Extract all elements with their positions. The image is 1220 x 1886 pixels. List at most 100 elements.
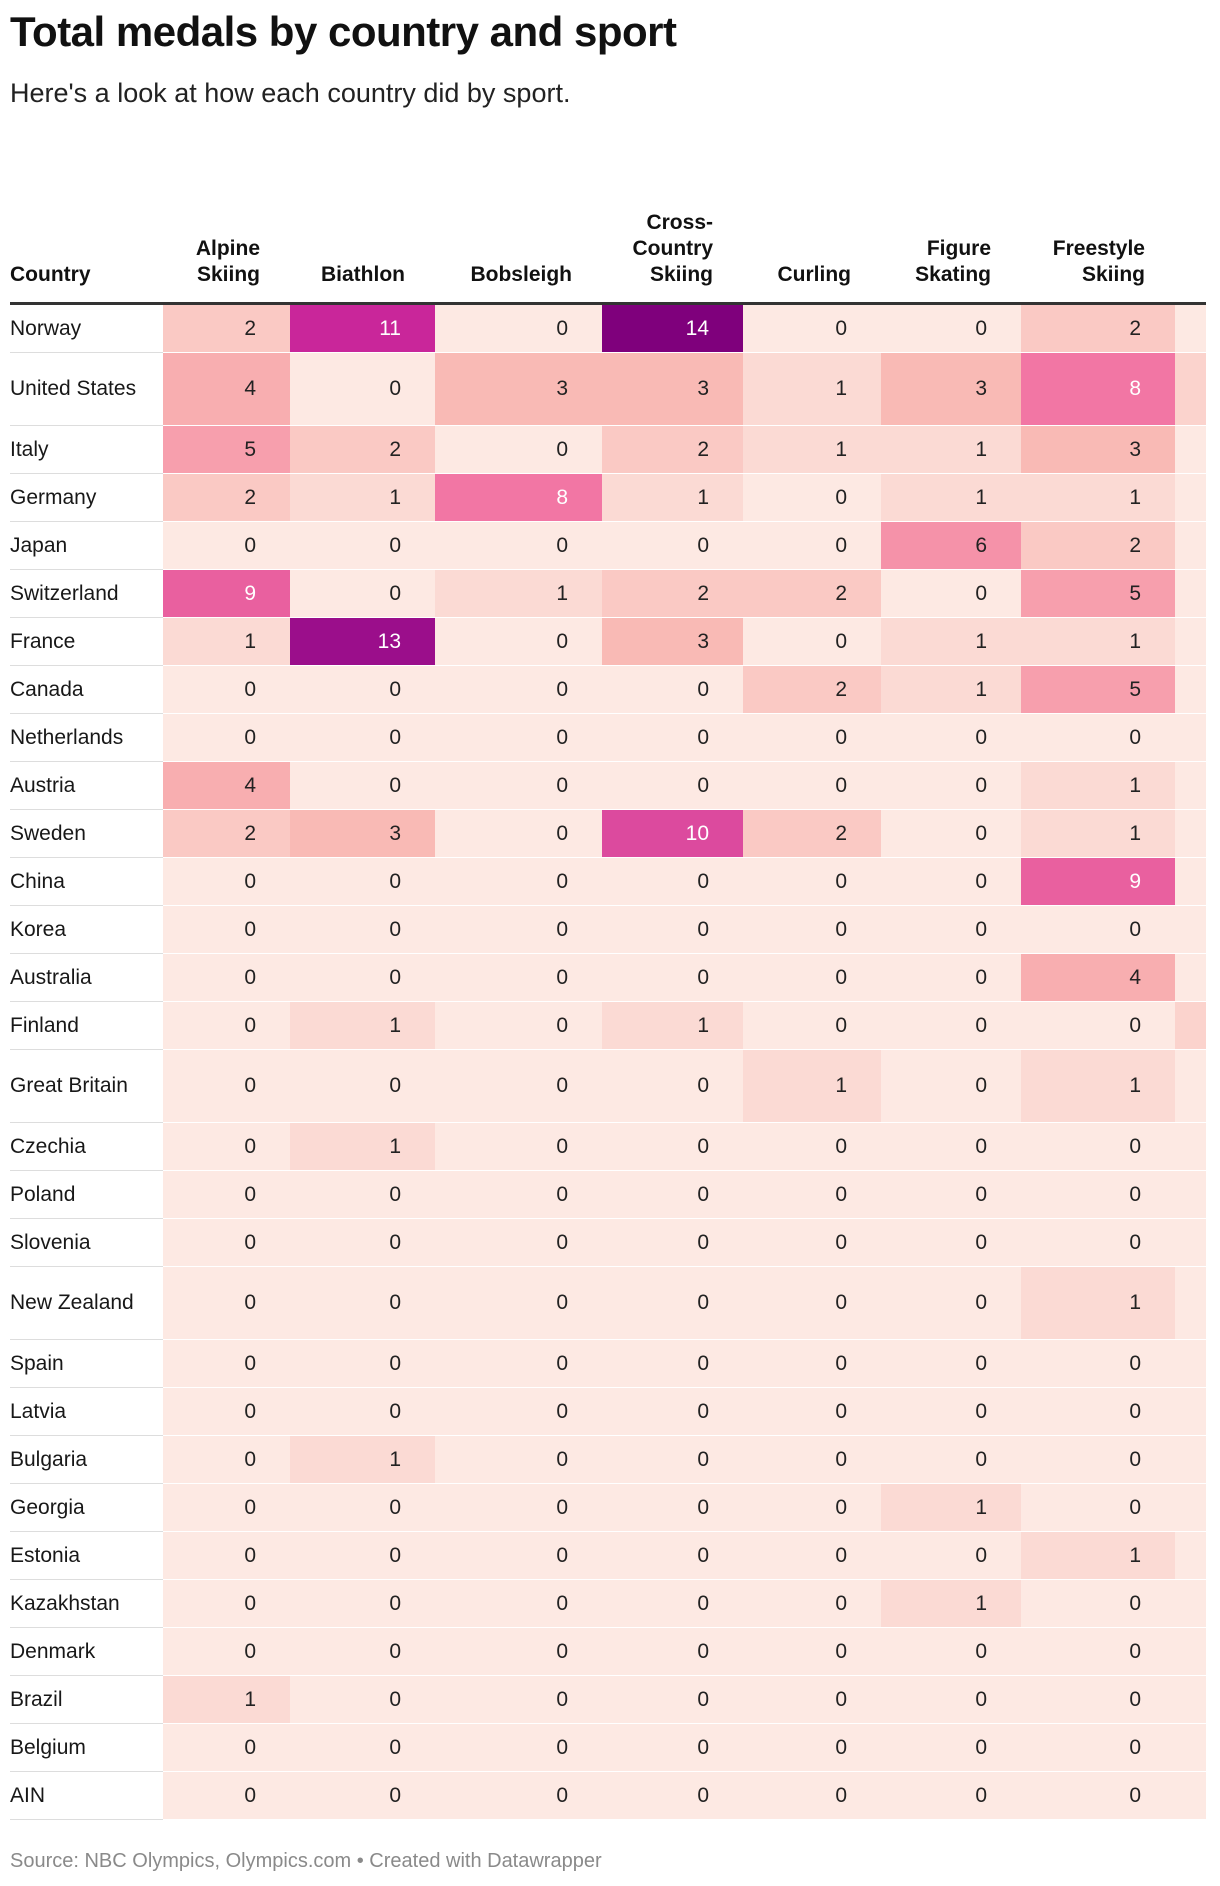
table-row: China 0 0 0 0 0 0 9 [10, 857, 1206, 906]
value-cell-bobsleigh: 0 [435, 1531, 602, 1580]
country-cell-netherlands: Netherlands [10, 713, 163, 762]
value-cell-alpine-skiing: 2 [163, 473, 290, 522]
value-cell-figure-skating: 0 [881, 905, 1021, 954]
value-cell-freestyle-skiing: 3 [1021, 425, 1175, 474]
table-row: Canada 0 0 0 0 2 1 5 [10, 665, 1206, 714]
column-header-figure-skating[interactable]: Figure Skating [881, 188, 1021, 305]
value-cell-figure-skating: 0 [881, 303, 1021, 353]
value-cell-curling: 0 [743, 1531, 881, 1580]
value-cell-biathlon: 0 [290, 1387, 435, 1436]
value-cell-figure-skating: 0 [881, 1266, 1021, 1340]
value-cell-cross-country-skiing: 0 [602, 1531, 743, 1580]
country-cell-australia: Australia [10, 953, 163, 1002]
partial-column-cell [1175, 303, 1206, 353]
value-cell-figure-skating: 0 [881, 1049, 1021, 1123]
value-cell-alpine-skiing: 0 [163, 1122, 290, 1171]
value-cell-figure-skating: 3 [881, 352, 1021, 426]
value-cell-figure-skating: 0 [881, 569, 1021, 618]
value-cell-freestyle-skiing: 0 [1021, 1001, 1175, 1050]
partial-column-cell [1175, 809, 1206, 858]
partial-column-cell [1175, 1627, 1206, 1676]
value-cell-figure-skating: 0 [881, 1771, 1021, 1820]
value-cell-bobsleigh: 0 [435, 905, 602, 954]
value-cell-curling: 0 [743, 1339, 881, 1388]
table-row: France 1 13 0 3 0 1 1 [10, 617, 1206, 666]
value-cell-alpine-skiing: 0 [163, 1531, 290, 1580]
partial-column-cell [1175, 1579, 1206, 1628]
partial-column-cell [1175, 1483, 1206, 1532]
table-row: Estonia 0 0 0 0 0 0 1 [10, 1531, 1206, 1580]
value-cell-biathlon: 0 [290, 953, 435, 1002]
value-cell-alpine-skiing: 0 [163, 1771, 290, 1820]
table-row: Germany 2 1 8 1 0 1 1 [10, 473, 1206, 522]
partial-column-cell [1175, 425, 1206, 474]
value-cell-alpine-skiing: 0 [163, 1001, 290, 1050]
value-cell-bobsleigh: 1 [435, 569, 602, 618]
value-cell-bobsleigh: 8 [435, 473, 602, 522]
value-cell-curling: 0 [743, 1723, 881, 1772]
value-cell-cross-country-skiing: 1 [602, 1001, 743, 1050]
value-cell-cross-country-skiing: 0 [602, 905, 743, 954]
country-cell-brazil: Brazil [10, 1675, 163, 1724]
column-header-bobsleigh[interactable]: Bobsleigh [435, 188, 602, 305]
value-cell-curling: 0 [743, 857, 881, 906]
partial-column-cell [1175, 1001, 1206, 1050]
value-cell-cross-country-skiing: 10 [602, 809, 743, 858]
value-cell-freestyle-skiing: 1 [1021, 473, 1175, 522]
table-row: Korea 0 0 0 0 0 0 0 [10, 905, 1206, 954]
value-cell-biathlon: 0 [290, 713, 435, 762]
value-cell-figure-skating: 0 [881, 1339, 1021, 1388]
table-row: Great Britain 0 0 0 0 1 0 1 [10, 1049, 1206, 1123]
country-cell-germany: Germany [10, 473, 163, 522]
value-cell-curling: 0 [743, 1771, 881, 1820]
value-cell-figure-skating: 0 [881, 1627, 1021, 1676]
value-cell-bobsleigh: 3 [435, 352, 602, 426]
partial-column-cell [1175, 473, 1206, 522]
value-cell-curling: 0 [743, 521, 881, 570]
partial-column-cell [1175, 352, 1206, 426]
table-row: Switzerland 9 0 1 2 2 0 5 [10, 569, 1206, 618]
value-cell-cross-country-skiing: 1 [602, 473, 743, 522]
country-cell-switzerland: Switzerland [10, 569, 163, 618]
partial-column-cell [1175, 953, 1206, 1002]
value-cell-freestyle-skiing: 0 [1021, 1627, 1175, 1676]
value-cell-freestyle-skiing: 1 [1021, 617, 1175, 666]
partial-column-cell [1175, 665, 1206, 714]
column-header-freestyle-skiing[interactable]: Freestyle Skiing [1021, 188, 1175, 305]
value-cell-freestyle-skiing: 1 [1021, 809, 1175, 858]
partial-column-cell [1175, 1339, 1206, 1388]
value-cell-curling: 0 [743, 1627, 881, 1676]
value-cell-alpine-skiing: 0 [163, 1723, 290, 1772]
value-cell-bobsleigh: 0 [435, 521, 602, 570]
value-cell-bobsleigh: 0 [435, 761, 602, 810]
value-cell-biathlon: 1 [290, 1435, 435, 1484]
value-cell-cross-country-skiing: 0 [602, 1122, 743, 1171]
value-cell-curling: 0 [743, 1218, 881, 1267]
value-cell-freestyle-skiing: 0 [1021, 1170, 1175, 1219]
country-cell-canada: Canada [10, 665, 163, 714]
column-header-curling[interactable]: Curling [743, 188, 881, 305]
value-cell-biathlon: 1 [290, 473, 435, 522]
value-cell-cross-country-skiing: 0 [602, 521, 743, 570]
country-cell-united-states: United States [10, 352, 163, 426]
value-cell-curling: 0 [743, 953, 881, 1002]
chart-subtitle: Here's a look at how each country did by… [10, 78, 571, 108]
value-cell-biathlon: 11 [290, 303, 435, 353]
column-header-cross-country-skiing[interactable]: Cross-Country Skiing [602, 188, 743, 305]
value-cell-figure-skating: 1 [881, 1579, 1021, 1628]
value-cell-biathlon: 0 [290, 665, 435, 714]
table-row: United States 4 0 3 3 1 3 8 [10, 352, 1206, 426]
value-cell-freestyle-skiing: 2 [1021, 521, 1175, 570]
column-header-country[interactable]: Country [10, 188, 163, 305]
value-cell-freestyle-skiing: 0 [1021, 1435, 1175, 1484]
country-cell-georgia: Georgia [10, 1483, 163, 1532]
column-header-biathlon[interactable]: Biathlon [290, 188, 435, 305]
value-cell-alpine-skiing: 0 [163, 953, 290, 1002]
value-cell-biathlon: 0 [290, 857, 435, 906]
value-cell-curling: 0 [743, 1387, 881, 1436]
source-note: Source: NBC Olympics, Olympics.com • Cre… [10, 1850, 602, 1872]
value-cell-cross-country-skiing: 0 [602, 1387, 743, 1436]
table-row: Italy 5 2 0 2 1 1 3 [10, 425, 1206, 474]
column-header-alpine-skiing[interactable]: Alpine Skiing [163, 188, 290, 305]
country-cell-finland: Finland [10, 1001, 163, 1050]
